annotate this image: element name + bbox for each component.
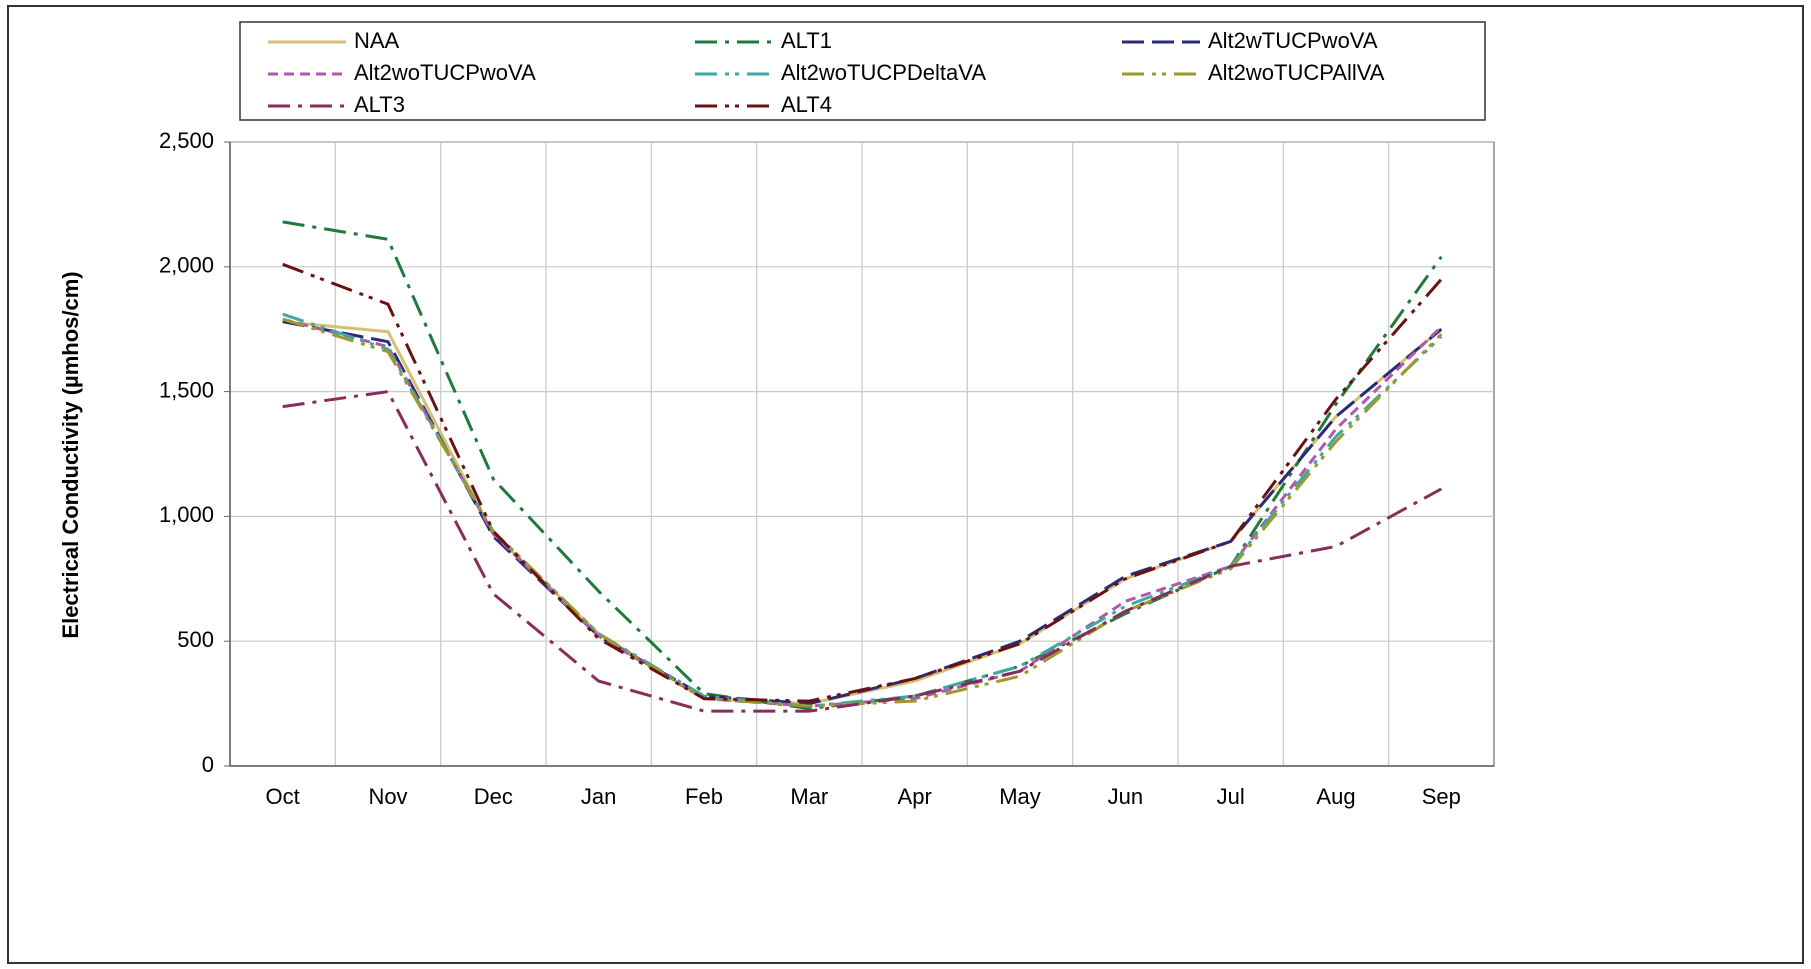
- y-tick-label: 2,000: [159, 253, 214, 278]
- legend-label: Alt2woTUCPDeltaVA: [781, 60, 986, 85]
- legend-box: [239, 21, 1486, 121]
- x-tick-label: Sep: [1422, 784, 1461, 809]
- x-tick-label: Oct: [266, 784, 300, 809]
- y-tick-label: 1,500: [159, 377, 214, 402]
- series-line: [282, 312, 1443, 708]
- x-tick-label: Jun: [1108, 784, 1143, 809]
- legend-label: ALT4: [781, 92, 832, 117]
- y-tick-label: 0: [202, 752, 214, 777]
- x-tick-label: Apr: [898, 784, 932, 809]
- y-axis-label: Electrical Conductivity (µmhos/cm): [58, 271, 83, 638]
- legend-label: Alt2woTUCPwoVA: [354, 60, 536, 85]
- legend-label: Alt2woTUCPAllVA: [1208, 60, 1385, 85]
- legend-label: NAA: [354, 28, 400, 53]
- x-tick-label: Mar: [790, 784, 828, 809]
- x-tick-label: Feb: [685, 784, 723, 809]
- legend-label: Alt2wTUCPwoVA: [1208, 28, 1378, 53]
- series-line: [282, 317, 1443, 708]
- x-tick-label: Dec: [474, 784, 513, 809]
- y-tick-label: 500: [177, 627, 214, 652]
- series-line: [282, 262, 1443, 703]
- legend-label: ALT1: [781, 28, 832, 53]
- x-tick-label: Nov: [368, 784, 407, 809]
- series-line: [282, 389, 1443, 713]
- x-tick-label: Aug: [1316, 784, 1355, 809]
- y-tick-label: 1,000: [159, 502, 214, 527]
- y-tick-label: 2,500: [159, 128, 214, 153]
- x-tick-label: May: [999, 784, 1041, 809]
- x-tick-label: Jul: [1217, 784, 1245, 809]
- legend-label: ALT3: [354, 92, 405, 117]
- x-tick-label: Jan: [581, 784, 616, 809]
